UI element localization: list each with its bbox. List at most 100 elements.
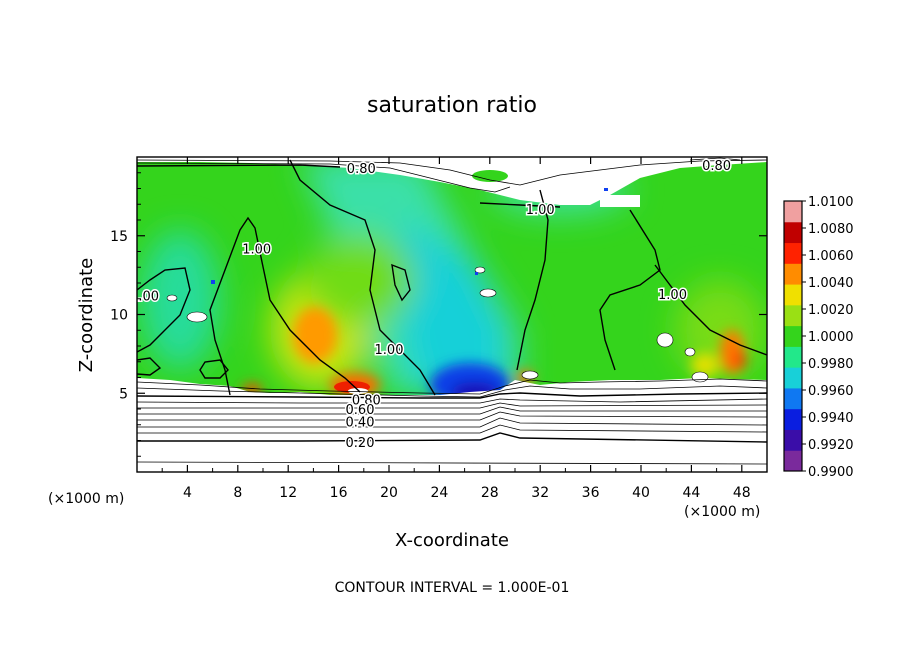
x-tick-label: 8 [233,485,242,501]
contour-1-00-blob-a [391,263,411,302]
field-orange-core [293,307,337,363]
contour-lower [137,432,767,443]
x-tick-label: 28 [481,485,499,501]
contour-lower [137,398,767,404]
y-axis: 5 10 15 [110,172,767,457]
contour-1-00-top [479,202,561,208]
colorbar-tick-label: 0.9920 [808,438,854,453]
contour-label: 0.60 [346,403,375,418]
contour-lower [137,461,767,465]
y-tick-label: 10 [110,308,128,324]
contour-lower [137,392,767,399]
x-tick-label: 20 [380,485,398,501]
colorbar-swatch [784,221,802,244]
field-yellow-right [691,353,719,377]
speckle-blue [211,280,215,284]
contour-interval-note: CONTOUR INTERVAL = 1.000E-01 [335,580,570,596]
colorbar-tick-label: 1.0100 [808,195,854,210]
contour-lower [137,411,767,421]
upper-white-flag [600,195,640,207]
contour-label: 1.00 [130,290,159,305]
contour-lower [137,417,767,428]
contour-label: 1.00 [526,203,555,218]
speckle-blue [604,188,608,191]
contour-1-00-right [599,209,661,371]
speckle [479,288,497,298]
contour-lower [137,402,767,409]
x-tick-label: 48 [733,485,751,501]
x-tick-label: 32 [531,485,549,501]
chart-title: saturation ratio [367,93,537,118]
contour-label: 0.80 [352,394,381,409]
field-teal-core [400,220,505,395]
y-tick-label: 5 [119,386,128,402]
contour-upper [137,159,767,186]
contour-lower [137,378,767,395]
colorbar-tick-label: 0.9940 [808,411,854,426]
colorbar-swatch [784,304,802,327]
speckle-blue [475,272,478,275]
contour-lower [137,406,767,415]
colorbar-swatch [784,450,802,472]
contour-1-00-left [209,216,361,396]
contour-upper [137,164,341,168]
contour-1-00-center-left [289,159,436,396]
speckle [656,332,674,348]
colorbar: 0.9900 0.9920 0.9940 0.9960 0.9980 1.0000 1.00… [783,195,854,480]
left-subcloud-white [137,378,330,395]
colorbar-swatch [784,408,802,430]
contour-1-00-blob-c [137,357,162,376]
speckle [166,294,178,302]
contours-lower [137,378,767,465]
speckle [521,370,539,380]
colorbar-tick-label: 1.0040 [808,276,854,291]
contour-label: 0.40 [346,416,375,431]
contour-label: 1.00 [375,343,404,358]
contour-1-00-center-right [516,189,549,371]
contours-1-00 [137,159,767,396]
colorbar-tick-label: 0.9980 [808,357,854,372]
x-unit-left: (×1000 m) [48,491,124,507]
contour-1-00-left-edge [137,267,191,353]
colorbar-swatch [784,201,802,223]
colorbar-tick-label: 0.9960 [808,384,854,399]
x-unit-right: (×1000 m) [684,504,760,520]
contour-lower [137,424,767,434]
upper-green-patch [472,170,508,182]
colorbar-swatch [784,387,802,410]
colorbar-tick-label: 1.0020 [808,303,854,318]
colorbar-tick-label: 1.0060 [808,249,854,264]
contour-1-00-far-right [654,264,767,356]
x-tick-label: 12 [279,485,297,501]
colorbar-swatch [784,429,802,451]
x-axis-title: X-coordinate [395,530,509,551]
colorbar-swatch [784,284,802,306]
colorbar-swatch [784,242,802,264]
x-tick-label: 16 [330,485,348,501]
field-right-green [675,280,765,380]
contour-label: 1.00 [242,242,271,257]
plot-area: 0.80 0.801.001.001.001.001.000.800.600.40… [130,157,767,472]
field-warm-lightgreen [305,235,415,325]
colorbar-swatch [784,346,802,368]
contours-upper [137,157,767,193]
colorbar-swatch [784,325,802,347]
contour-lower [137,385,767,398]
colorbar-swatch [784,367,802,389]
contour-1-00-blob-b [199,359,229,379]
speckle [691,371,709,383]
colorbar-tick-label: 1.0080 [808,222,854,237]
contour-label: 0.80 [702,159,731,174]
y-axis-title: Z-coordinate [76,258,97,373]
x-axis: 4 8 12 16 20 24 28 32 36 40 44 48 [161,157,751,501]
contour-label: 0.80 [347,162,376,177]
field-red-right [735,350,745,370]
contour-labels: 0.80 0.801.001.001.001.001.000.800.600.40… [130,157,733,452]
x-tick-label: 36 [582,485,600,501]
speckle [684,347,696,357]
y-tick-label: 15 [110,229,128,245]
x-tick-label: 4 [183,485,192,501]
speckles-blue [211,188,608,284]
contour-label: 1.00 [658,288,687,303]
